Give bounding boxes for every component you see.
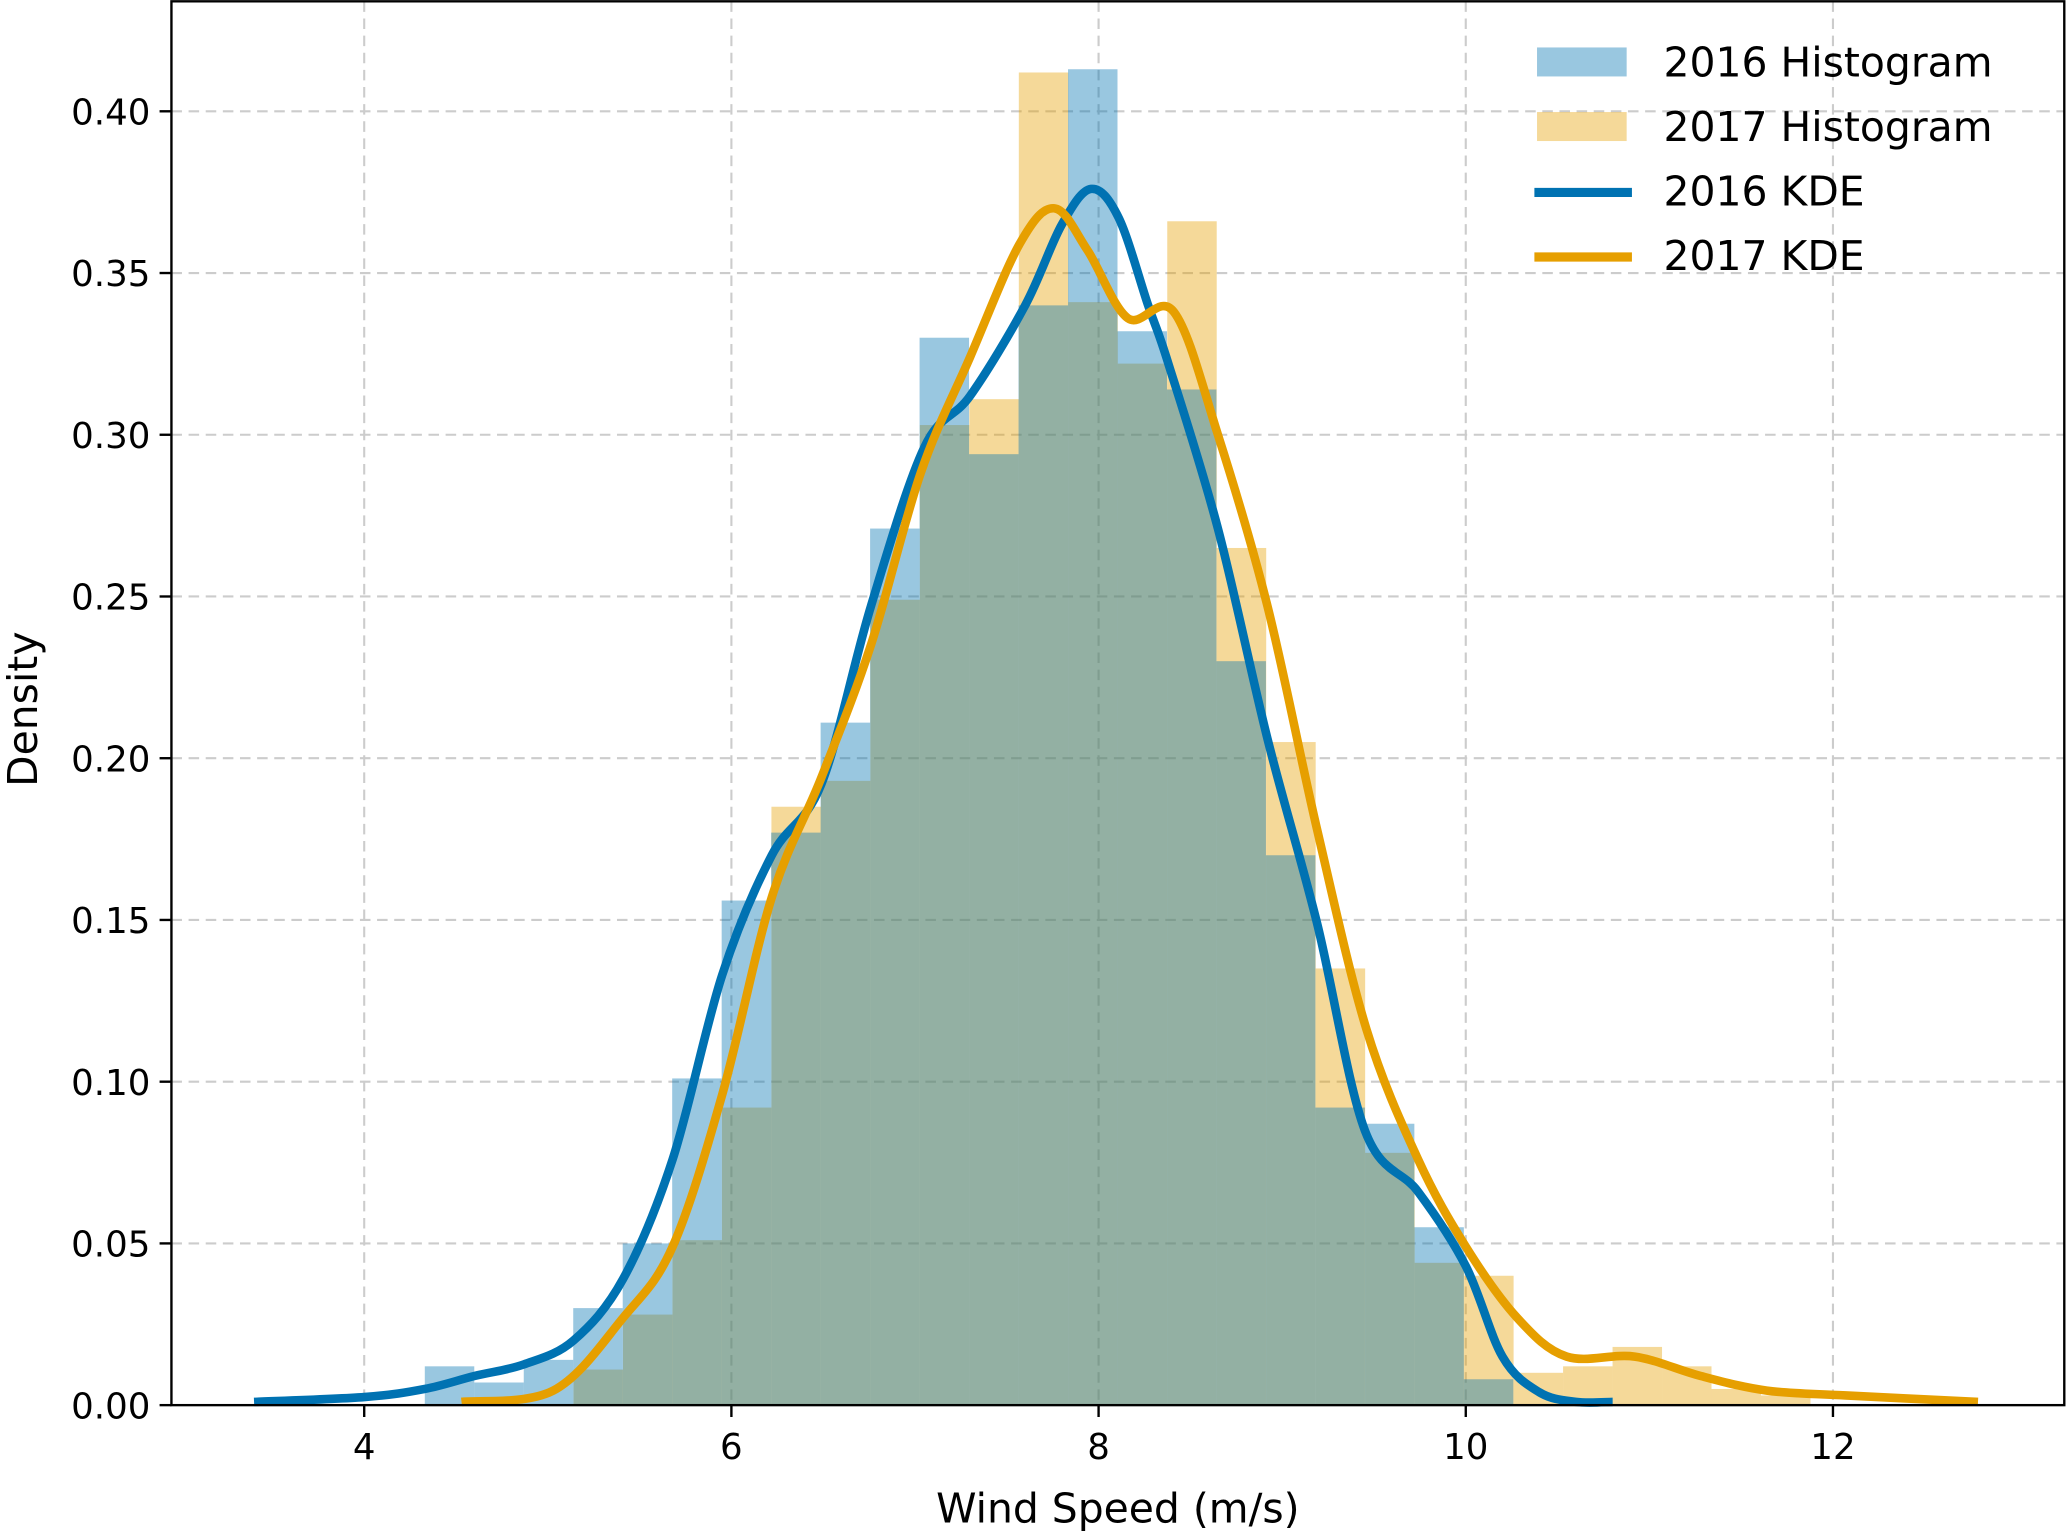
y-tick-label: 0.30 [71, 416, 150, 457]
histogram-bar-2016 [1166, 389, 1217, 1406]
histogram-bar-2016 [969, 454, 1019, 1406]
histogram-bar-2017 [1068, 302, 1118, 1406]
histogram-bar-2017 [1266, 742, 1316, 1406]
y-tick-label: 0.10 [71, 1063, 150, 1104]
legend-label-2017-kde: 2017 KDE [1664, 232, 1865, 280]
legend-label-2016-histogram: 2016 Histogram [1664, 38, 1993, 86]
histogram-bar-2016 [1414, 1227, 1464, 1406]
y-tick-label: 0.20 [71, 739, 150, 780]
x-tick-label: 8 [1087, 1427, 1110, 1468]
histogram-bar-2017 [771, 806, 821, 1406]
histogram-bar-2016 [1068, 69, 1118, 1406]
x-tick-label: 12 [1810, 1427, 1855, 1468]
histogram-bar-2016 [820, 722, 871, 1406]
histogram-bar-2017 [721, 1107, 772, 1406]
x-tick-label: 4 [353, 1427, 376, 1468]
histogram-bar-2017 [573, 1369, 623, 1406]
histogram-bar-2016 [1117, 331, 1167, 1406]
y-tick-label: 0.35 [71, 254, 150, 295]
histogram-bar-2017 [1365, 1152, 1415, 1406]
grid-lines [171, 1, 2065, 1406]
x-tick-label: 6 [720, 1427, 743, 1468]
histogram-bar-2017 [1760, 1395, 1811, 1406]
legend-swatch-2016-histogram [1537, 47, 1627, 77]
histogram-bar-2016 [721, 900, 772, 1406]
axis-ticks: 4 6 8 10 12 0.00 0.05 0.10 0.15 0.20 0.25 0.30 0.35 0… [71, 92, 1855, 1468]
y-tick-label: 0.00 [71, 1386, 150, 1427]
histogram-bars [424, 69, 1811, 1406]
legend-label-2017-histogram: 2017 Histogram [1664, 103, 1993, 151]
kde-line-2017 [460, 204, 1979, 1407]
histogram-bar-2016 [1216, 661, 1266, 1406]
histogram-bar-2017 [1117, 363, 1168, 1406]
histogram-bar-2017 [672, 1240, 722, 1406]
histogram-bar-2016 [870, 528, 920, 1406]
histogram-bar-2017 [969, 399, 1019, 1406]
histogram-bar-2017 [1414, 1262, 1465, 1406]
y-tick-label: 0.15 [71, 901, 150, 942]
histogram-bar-2016 [1265, 855, 1316, 1406]
histogram-bar-2017 [919, 425, 970, 1406]
histogram-bar-2016 [1463, 1379, 1514, 1406]
x-axis-label: Wind Speed (m/s) [936, 1484, 1300, 1532]
histogram-bar-2017 [820, 780, 871, 1406]
y-tick-label: 0.25 [71, 578, 150, 619]
x-tick-label: 10 [1443, 1427, 1488, 1468]
y-tick-label: 0.05 [71, 1225, 150, 1266]
legend-swatch-2017-histogram [1537, 112, 1627, 142]
histogram-bar-2016 [1018, 305, 1069, 1406]
histogram-bar-2016 [771, 832, 821, 1406]
histogram-bar-2016 [919, 337, 970, 1406]
plot-frame [170, 0, 2066, 1407]
y-tick-label: 0.40 [71, 92, 150, 133]
histogram-bar-2017 [1711, 1388, 1761, 1406]
histogram-bar-2017 [870, 599, 920, 1406]
kde-lines [253, 184, 1979, 1407]
histogram-bar-2017 [622, 1314, 673, 1406]
y-axis-label: Density [0, 631, 47, 786]
kde-line-2016 [253, 184, 1613, 1407]
histogram-bar-2016 [1315, 1107, 1365, 1406]
legend-label-2016-kde: 2016 KDE [1664, 168, 1865, 216]
legend: 2016 Histogram 2017 Histogram 2016 KDE 2… [1534, 38, 1993, 280]
